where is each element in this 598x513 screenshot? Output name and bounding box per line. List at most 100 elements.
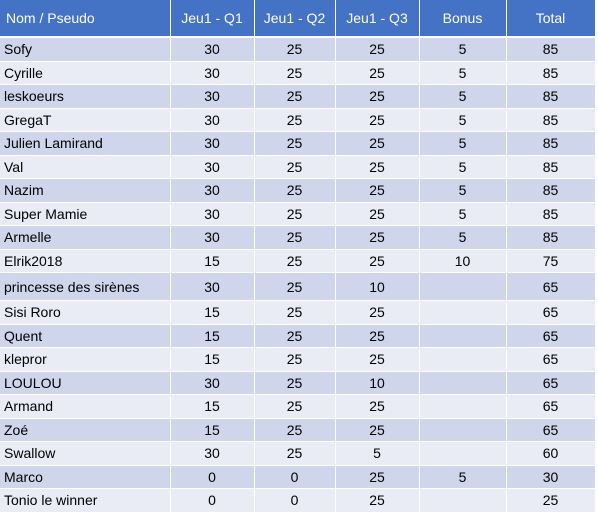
q3-cell: 25	[335, 131, 420, 156]
header-total: Total	[506, 0, 596, 38]
q1-cell: 15	[170, 347, 255, 372]
name-cell: Elrik2018	[0, 249, 171, 273]
q1-cell: 15	[170, 300, 255, 325]
name-cell: Swallow	[0, 441, 171, 466]
q2-cell: 25	[254, 324, 336, 348]
bonus-cell: 5	[419, 61, 507, 85]
name-cell: GregaT	[0, 108, 171, 132]
q1-cell: 15	[170, 249, 255, 273]
name-cell: LOULOU	[0, 371, 171, 395]
q2-cell: 25	[254, 394, 336, 419]
total-cell: 65	[506, 394, 596, 419]
total-cell: 60	[506, 441, 596, 466]
table-row: Nazim 30 25 25 5 85	[0, 178, 596, 203]
bonus-cell: 5	[419, 225, 507, 250]
q1-cell: 15	[170, 394, 255, 419]
q1-cell: 30	[170, 441, 255, 466]
q2-cell: 25	[254, 249, 336, 273]
bonus-cell: 5	[419, 131, 507, 156]
bonus-cell: 5	[419, 155, 507, 179]
q1-cell: 0	[170, 465, 255, 489]
q2-cell: 25	[254, 84, 336, 109]
total-cell: 85	[506, 131, 596, 156]
total-cell: 65	[506, 418, 596, 442]
q1-cell: 30	[170, 61, 255, 85]
q2-cell: 25	[254, 371, 336, 395]
table-body: Sofy 30 25 25 5 85 Cyrille 30 25 25 5 85 leskoeurs 30…	[0, 37, 596, 513]
q1-cell: 0	[170, 488, 255, 513]
table-row: Armelle 30 25 25 5 85	[0, 225, 596, 250]
table-row: GregaT 30 25 25 5 85	[0, 108, 596, 132]
bonus-cell	[419, 347, 507, 372]
q3-cell: 5	[335, 441, 420, 466]
q2-cell: 25	[254, 155, 336, 179]
q2-cell: 25	[254, 225, 336, 250]
total-cell: 25	[506, 488, 596, 513]
name-cell: Val	[0, 155, 171, 179]
table-row: Swallow 30 25 5 60	[0, 441, 596, 466]
total-cell: 85	[506, 84, 596, 109]
q2-cell: 25	[254, 300, 336, 325]
table-row: klepror 15 25 25 65	[0, 347, 596, 372]
total-cell: 75	[506, 249, 596, 273]
q2-cell: 25	[254, 347, 336, 372]
q2-cell: 25	[254, 178, 336, 203]
total-cell: 85	[506, 108, 596, 132]
name-cell: Sisi Roro	[0, 300, 171, 325]
name-cell: leskoeurs	[0, 84, 171, 109]
name-cell: Tonio le winner	[0, 488, 171, 513]
table-row: Quent 15 25 25 65	[0, 324, 596, 348]
bonus-cell	[419, 300, 507, 325]
q2-cell: 25	[254, 37, 336, 62]
q1-cell: 30	[170, 202, 255, 226]
table-row: Zoé 15 25 25 65	[0, 418, 596, 442]
q2-cell: 0	[254, 488, 336, 513]
bonus-cell: 5	[419, 178, 507, 203]
table-row: Marco 0 0 25 5 30	[0, 465, 596, 489]
header-row: Nom / Pseudo Jeu1 - Q1 Jeu1 - Q2 Jeu1 - …	[0, 0, 596, 38]
q1-cell: 15	[170, 324, 255, 348]
bonus-cell	[419, 394, 507, 419]
q3-cell: 25	[335, 465, 420, 489]
name-cell: Cyrille	[0, 61, 171, 85]
total-cell: 30	[506, 465, 596, 489]
q3-cell: 10	[335, 272, 420, 301]
total-cell: 85	[506, 202, 596, 226]
header-bonus: Bonus	[419, 0, 507, 38]
q3-cell: 25	[335, 249, 420, 273]
header-q3: Jeu1 - Q3	[335, 0, 420, 38]
table-row: princesse des sirènes 30 25 10 65	[0, 272, 596, 301]
q2-cell: 25	[254, 202, 336, 226]
q2-cell: 0	[254, 465, 336, 489]
bonus-cell	[419, 441, 507, 466]
total-cell: 85	[506, 37, 596, 62]
q2-cell: 25	[254, 272, 336, 301]
name-cell: Marco	[0, 465, 171, 489]
bonus-cell	[419, 418, 507, 442]
q1-cell: 15	[170, 418, 255, 442]
q1-cell: 30	[170, 155, 255, 179]
table-row: Elrik2018 15 25 25 10 75	[0, 249, 596, 273]
bonus-cell: 5	[419, 202, 507, 226]
table-row: Julien Lamirand 30 25 25 5 85	[0, 131, 596, 156]
total-cell: 65	[506, 347, 596, 372]
table-row: Super Mamie 30 25 25 5 85	[0, 202, 596, 226]
name-cell: Quent	[0, 324, 171, 348]
total-cell: 65	[506, 371, 596, 395]
name-cell: Armelle	[0, 225, 171, 250]
table-row: Armand 15 25 25 65	[0, 394, 596, 419]
header-q1: Jeu1 - Q1	[170, 0, 255, 38]
table-row: Sofy 30 25 25 5 85	[0, 37, 596, 62]
name-cell: Julien Lamirand	[0, 131, 171, 156]
q3-cell: 25	[335, 84, 420, 109]
q1-cell: 30	[170, 131, 255, 156]
q3-cell: 25	[335, 225, 420, 250]
table-row: leskoeurs 30 25 25 5 85	[0, 84, 596, 109]
bonus-cell	[419, 371, 507, 395]
total-cell: 85	[506, 155, 596, 179]
name-cell: klepror	[0, 347, 171, 372]
name-cell: Sofy	[0, 37, 171, 62]
total-cell: 65	[506, 324, 596, 348]
bonus-cell: 10	[419, 249, 507, 273]
